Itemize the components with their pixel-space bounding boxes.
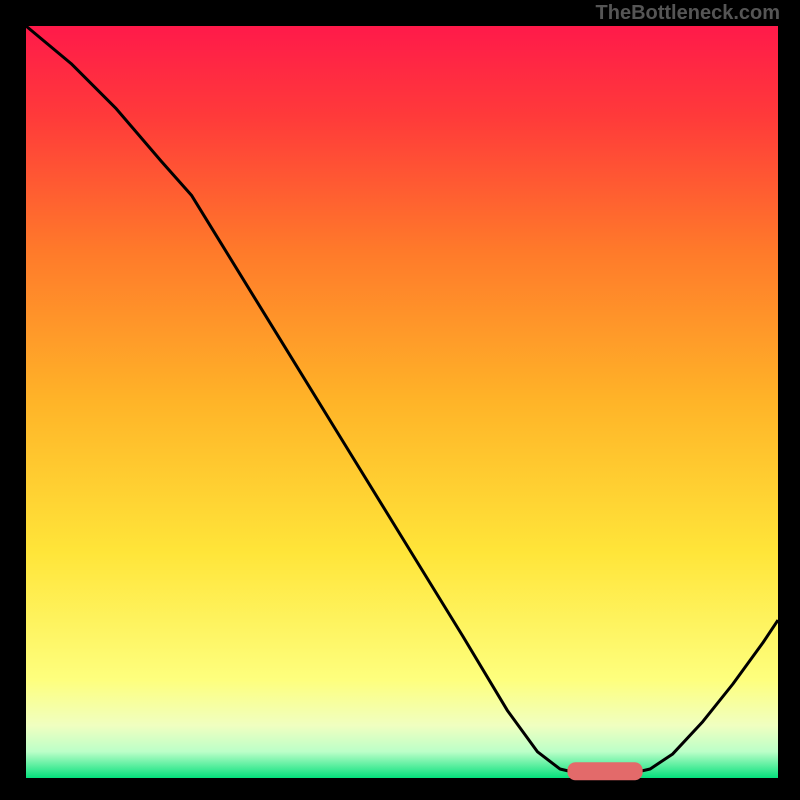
bottleneck-curve xyxy=(26,26,778,774)
watermark-text: TheBottleneck.com xyxy=(596,2,780,25)
optimal-range-marker xyxy=(567,762,642,780)
chart-svg xyxy=(26,26,778,778)
plot-area xyxy=(26,26,778,778)
